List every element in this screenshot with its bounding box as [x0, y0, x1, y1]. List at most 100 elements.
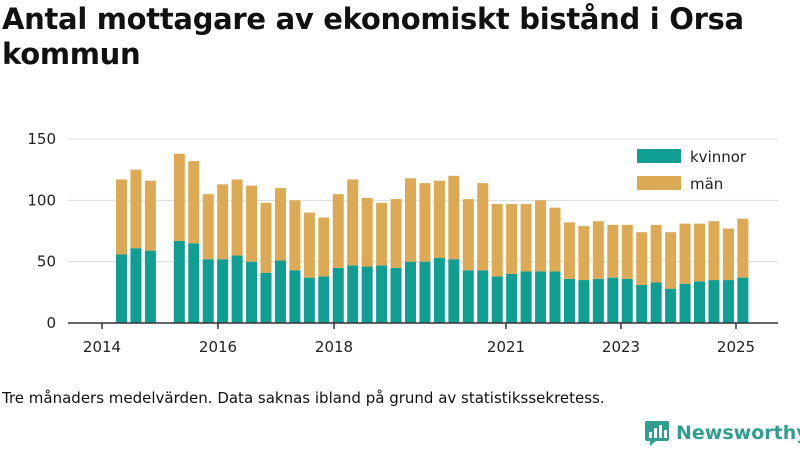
bar-kvinnor: [578, 280, 590, 323]
bar-kvinnor: [535, 271, 547, 323]
bar-kvinnor: [665, 288, 677, 323]
bar-man: [289, 200, 301, 271]
x-tick-label: 2021: [487, 338, 525, 356]
bar-man: [650, 224, 662, 283]
bar-man: [592, 221, 604, 279]
bar-kvinnor: [419, 261, 431, 323]
bar-kvinnor: [433, 257, 445, 323]
bar-man: [173, 153, 185, 241]
bar-kvinnor: [621, 278, 633, 323]
bar-man: [116, 179, 127, 255]
bar-kvinnor: [390, 267, 402, 323]
bar-kvinnor: [144, 250, 156, 323]
bar-man: [260, 202, 272, 273]
bar-man: [636, 232, 648, 285]
bar-man: [318, 217, 330, 277]
x-axis: 2014 2016 2018 2021 2023 2025: [68, 322, 778, 356]
bar-kvinnor: [246, 261, 258, 323]
bar-man: [405, 178, 416, 262]
bar-man: [130, 169, 142, 249]
bar-man: [737, 218, 749, 278]
bar-kvinnor: [563, 278, 575, 323]
bar-man: [347, 179, 359, 266]
bar-man: [202, 194, 214, 260]
y-tick-label: 100: [27, 191, 56, 209]
bar-man: [274, 188, 286, 261]
bar-series: [116, 153, 749, 323]
bar-kvinnor: [592, 278, 604, 323]
bar-man: [563, 222, 575, 279]
bar-kvinnor: [549, 271, 561, 323]
bar-kvinnor: [506, 273, 518, 323]
bar-kvinnor: [130, 248, 142, 323]
bar-man: [246, 185, 258, 262]
bar-man: [303, 212, 315, 278]
bar-kvinnor: [318, 276, 330, 323]
legend-swatch-kvinnor: [637, 149, 681, 163]
bar-man: [506, 204, 518, 274]
bar-kvinnor: [650, 282, 662, 323]
bar-man: [694, 223, 705, 282]
brand-name: Newsworthy: [676, 422, 800, 444]
bar-man: [708, 221, 720, 281]
legend-label-kvinnor: kvinnor: [690, 148, 747, 166]
bar-kvinnor: [202, 259, 214, 323]
bar-man: [535, 200, 547, 272]
bar-kvinnor: [607, 277, 619, 323]
bar-man: [332, 194, 344, 268]
bar-kvinnor: [231, 255, 243, 323]
bar-kvinnor: [260, 272, 272, 323]
bar-man: [665, 232, 677, 289]
bar-man: [376, 202, 388, 266]
bar-man: [491, 204, 503, 277]
bar-kvinnor: [694, 281, 705, 323]
bar-kvinnor: [462, 270, 474, 323]
bar-kvinnor: [274, 260, 286, 323]
bar-man: [462, 199, 474, 271]
bar-kvinnor: [722, 280, 734, 323]
bar-kvinnor: [376, 265, 388, 323]
x-tick-label: 2014: [83, 338, 121, 356]
bar-kvinnor: [303, 277, 315, 323]
bar-kvinnor: [448, 259, 460, 323]
bar-kvinnor: [636, 284, 648, 323]
bar-kvinnor: [737, 277, 749, 323]
bar-kvinnor: [477, 270, 489, 323]
footnote: Tre månaders medelvärden. Data saknas ib…: [2, 389, 605, 407]
newsworthy-logo[interactable]: Newsworthy: [644, 419, 800, 447]
bar-man: [679, 223, 691, 284]
bar-kvinnor: [520, 271, 532, 323]
bar-kvinnor: [188, 243, 200, 323]
bar-kvinnor: [332, 267, 344, 323]
x-tick-label: 2018: [315, 338, 353, 356]
bar-man: [188, 161, 200, 244]
bar-man: [433, 180, 445, 258]
bar-man: [607, 224, 619, 278]
bar-kvinnor: [347, 265, 359, 323]
legend-label-man: män: [690, 175, 723, 193]
bar-man: [578, 226, 590, 281]
y-tick-label: 50: [37, 253, 56, 271]
bar-kvinnor: [289, 270, 301, 323]
y-tick-label: 150: [27, 130, 56, 148]
bar-man: [549, 207, 561, 272]
bar-man: [144, 180, 156, 251]
bar-man: [390, 199, 402, 268]
bar-man: [217, 184, 229, 260]
bar-man: [419, 183, 431, 262]
bar-man: [231, 179, 243, 256]
bar-kvinnor: [491, 276, 503, 323]
bar-kvinnor: [361, 266, 373, 323]
bar-kvinnor: [173, 240, 185, 323]
bar-kvinnor: [217, 259, 229, 323]
grid-lines: 0 50 100 150: [27, 130, 778, 332]
bar-kvinnor: [116, 254, 127, 323]
newsworthy-chart-icon: [645, 421, 669, 446]
bar-kvinnor: [679, 283, 691, 323]
legend: kvinnor män: [628, 140, 768, 198]
bar-kvinnor: [405, 261, 416, 323]
bar-man: [448, 175, 460, 260]
y-tick-label: 0: [46, 314, 56, 332]
bar-man: [520, 204, 532, 272]
